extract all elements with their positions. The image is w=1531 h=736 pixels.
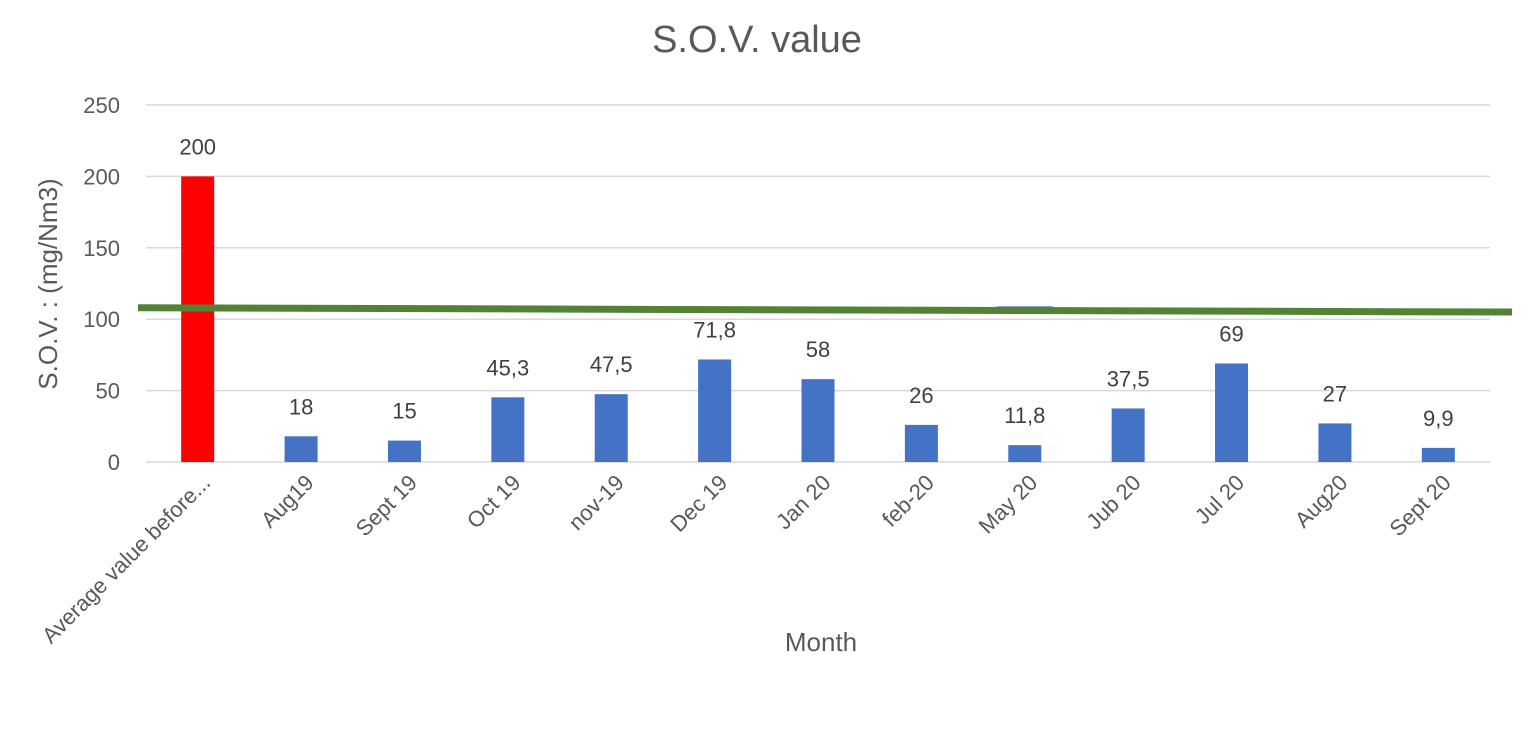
x-tick-label: Oct 19 <box>462 470 526 534</box>
x-tick-label: Jan 20 <box>771 470 835 534</box>
x-tick-label: Jub 20 <box>1081 470 1145 534</box>
x-tick-label: Aug20 <box>1290 470 1353 533</box>
x-tick-label: Average value before... <box>37 470 215 648</box>
y-tick-label: 200 <box>83 164 120 189</box>
y-tick-label: 0 <box>108 450 120 475</box>
y-tick-label: 150 <box>83 236 120 261</box>
y-tick-label: 250 <box>83 93 120 118</box>
x-axis-title: Month <box>785 627 857 657</box>
data-label: 11,8 <box>1004 403 1045 428</box>
data-labels: 200 18 15 45,3 47,5 71,8 58 26 11,8 37,5 69 27 9,9 <box>179 134 1453 430</box>
x-tick-label: Jul 20 <box>1190 470 1249 529</box>
reference-line <box>137 304 1513 316</box>
x-tick-label: Sept 20 <box>1385 470 1456 541</box>
gridlines <box>146 104 1490 463</box>
chart-title: S.O.V. value <box>652 19 862 61</box>
bars <box>181 176 1455 462</box>
x-tick-label: feb-20 <box>877 470 939 532</box>
bar <box>594 394 628 462</box>
x-tick-label: Sept 19 <box>351 470 422 541</box>
data-label: 9,9 <box>1423 406 1454 431</box>
x-tick-label: nov-19 <box>564 470 629 535</box>
y-axis-ticks: 0 50 100 150 200 250 <box>83 93 120 475</box>
x-tick-label: Dec 19 <box>665 470 732 537</box>
data-label: 71,8 <box>693 317 736 342</box>
data-label: 37,5 <box>1107 366 1150 391</box>
x-axis-categories: Average value before... Aug19 Sept 19 Oct 1… <box>37 470 1456 648</box>
data-label: 45,3 <box>486 355 529 380</box>
data-label: 58 <box>806 337 830 362</box>
x-tick-label: Aug19 <box>256 470 319 533</box>
bar <box>1215 363 1249 462</box>
y-tick-label: 50 <box>96 379 120 404</box>
data-label: 47,5 <box>590 352 633 377</box>
bar <box>801 379 835 462</box>
data-label: 18 <box>289 394 313 419</box>
bar <box>1008 445 1042 462</box>
y-tick-label: 100 <box>83 307 120 332</box>
bar <box>181 176 215 462</box>
x-tick-label: May 20 <box>974 470 1043 539</box>
data-label: 26 <box>909 383 933 408</box>
bar <box>1318 423 1352 462</box>
bar <box>284 436 318 462</box>
bar <box>1421 447 1455 462</box>
bar <box>904 424 938 462</box>
bar <box>491 397 525 462</box>
bar <box>1111 408 1145 462</box>
bar <box>387 440 421 462</box>
data-label: 69 <box>1219 321 1243 346</box>
reference-line-layer <box>137 304 1513 316</box>
y-axis-title: S.O.V. : (mg/Nm3) <box>33 178 63 389</box>
data-label: 200 <box>179 134 216 159</box>
data-label: 15 <box>392 399 416 424</box>
data-label: 27 <box>1323 381 1347 406</box>
bar <box>698 359 732 462</box>
